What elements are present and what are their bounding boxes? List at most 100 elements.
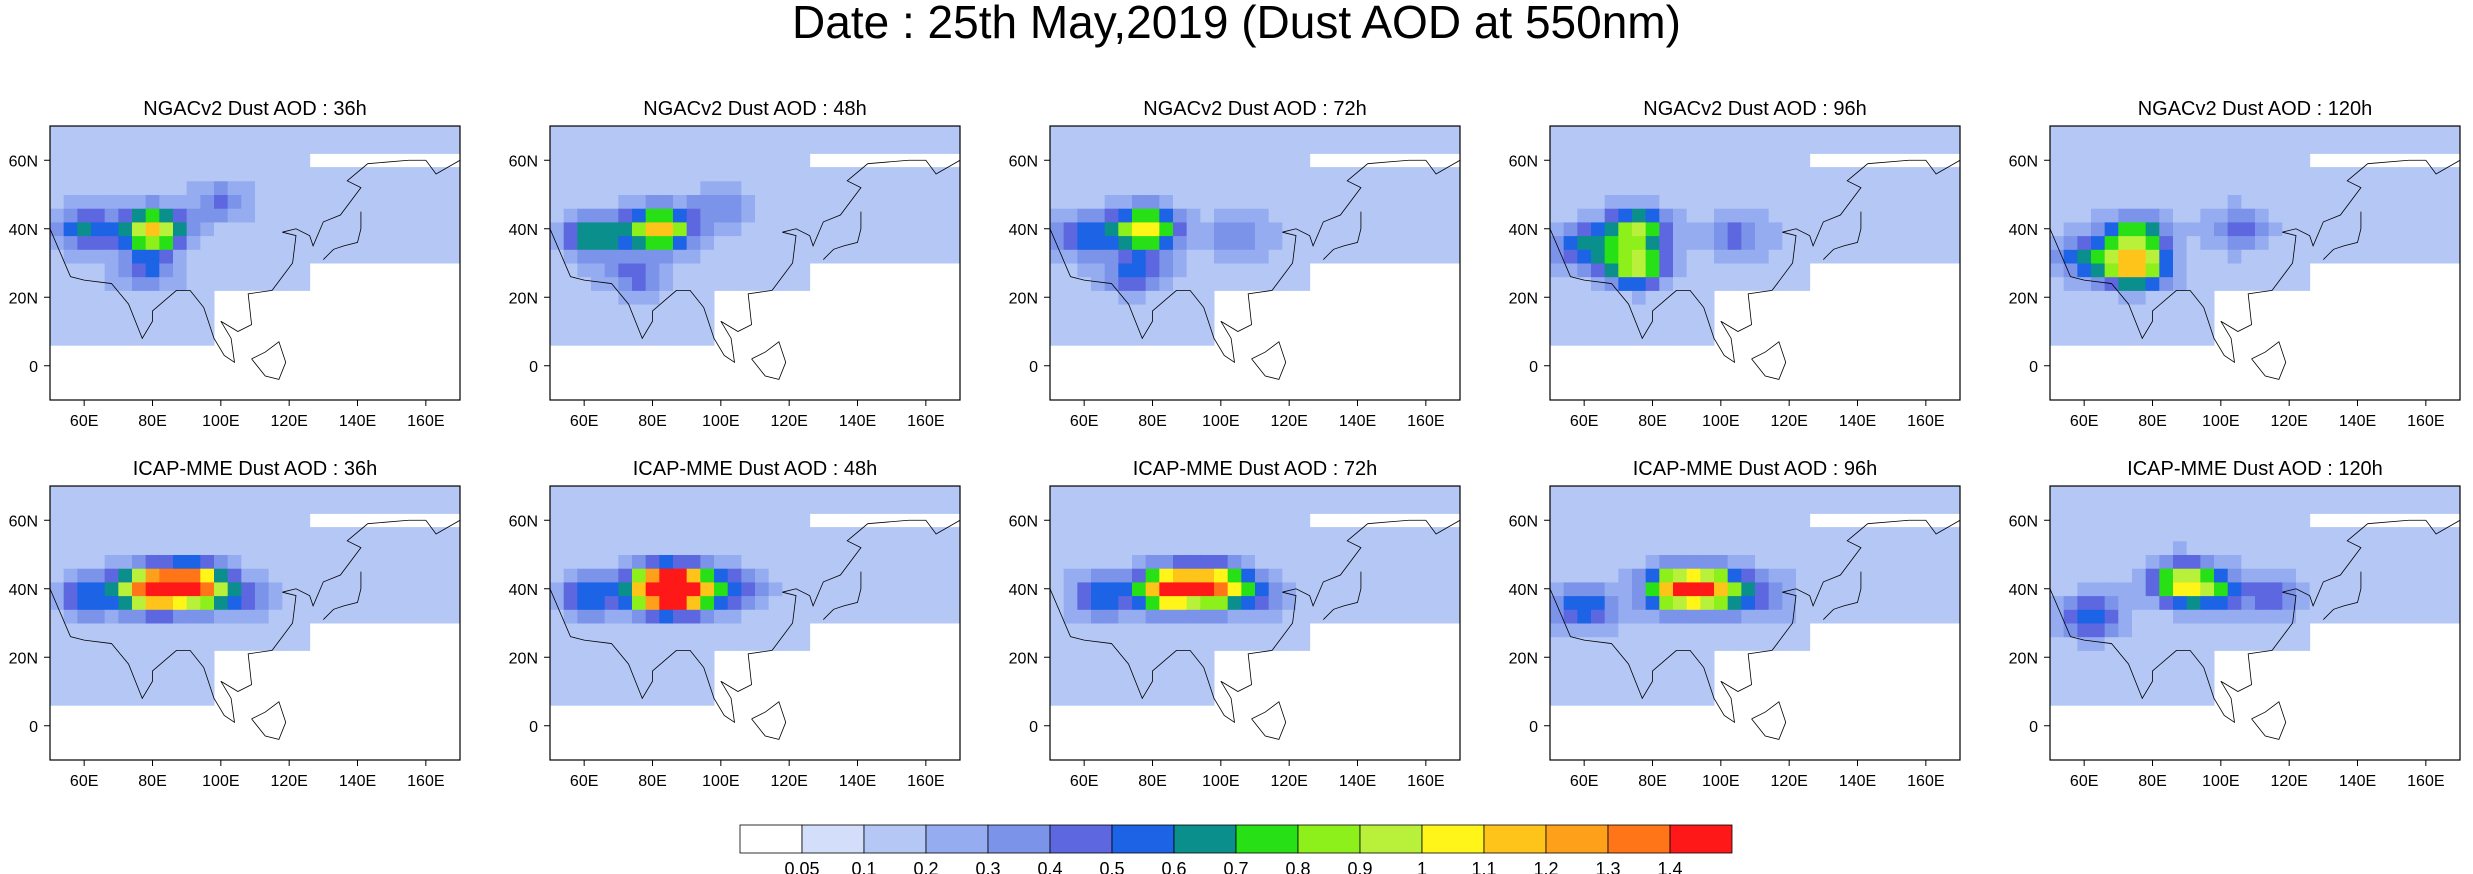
aod-cell [755,527,770,542]
aod-cell [77,139,92,154]
aod-cell [1309,194,1324,209]
aod-cell [214,636,229,651]
aod-cell [2350,194,2365,209]
aod-cell [378,486,393,501]
aod-cell [268,581,283,597]
aod-cell [2296,167,2311,182]
aod-cell [118,235,133,250]
aod-cell [1741,208,1756,223]
aod-cell [1091,527,1106,542]
aod-cell [2063,276,2078,291]
aod-cell [2104,249,2119,264]
aod-cell [145,513,160,528]
aod-cell [1563,126,1578,141]
aod-cell [241,126,256,141]
aod-cell [104,581,119,597]
aod-cell [241,486,256,501]
aod-cell [1432,581,1447,597]
aod-cell [296,636,311,651]
aod-cell [2350,568,2365,583]
aod-cell [2255,249,2270,264]
aod-cell [1768,235,1783,250]
aod-cell [1159,276,1174,291]
aod-cell [1118,167,1133,182]
aod-cell [577,513,592,528]
aod-cell [1118,486,1133,501]
aod-cell [782,540,797,555]
aod-cell [1768,527,1783,542]
aod-cell [1714,568,1729,583]
aod-cell [2118,664,2133,679]
aod-cell [1755,527,1770,542]
aod-cell [1309,139,1324,154]
aod-cell [159,554,174,569]
aod-cell [282,513,297,528]
aod-cell [2063,636,2078,651]
y-tick-label: 40N [9,582,38,599]
aod-cell [1323,126,1338,141]
aod-cell [1946,609,1960,624]
aod-cell [186,609,201,624]
aod-cell [1378,486,1393,501]
aod-cell [2050,636,2065,651]
aod-cell [1645,568,1660,583]
aod-cell [364,180,379,195]
aod-cell [268,554,283,569]
aod-cell [1768,513,1783,528]
aod-cell [2405,486,2420,501]
aod-cell [809,581,824,597]
aod-cell [91,290,106,305]
aod-cell [1200,609,1215,624]
aod-cell [1173,540,1188,555]
panel-title: ICAP-MME Dust AOD : 72h [1133,458,1378,480]
aod-cell [755,139,770,154]
aod-cell [1700,581,1715,597]
aod-cell [837,167,852,182]
aod-cell [1159,691,1174,706]
aod-cell [2132,221,2147,237]
aod-cell [1186,153,1201,168]
aod-cell [1118,513,1133,528]
aod-cell [2350,180,2365,195]
aod-cell [919,540,934,555]
aod-cell [2323,499,2338,514]
coastline-japan [2323,571,2362,620]
aod-cell [1323,139,1338,154]
aod-cell [823,139,838,154]
aod-cell [200,126,215,141]
aod-cell [1337,194,1352,209]
aod-cell [1714,276,1729,291]
aod-cell [2323,581,2338,597]
aod-cell [1755,540,1770,555]
aod-cell [214,623,229,638]
aod-cell [2241,609,2256,624]
aod-cell [618,691,633,706]
aod-cell [1563,276,1578,291]
aod-cell [1618,595,1633,610]
aod-cell [1309,180,1324,195]
aod-cell [2391,486,2406,501]
aod-cell [659,221,674,237]
aod-cell [282,623,297,638]
aod-cell [686,194,701,209]
aod-cell [1186,540,1201,555]
aod-cell [2159,623,2174,638]
aod-cell [686,623,701,638]
aod-cell [268,513,283,528]
aod-cell [1809,167,1824,182]
aod-cell [1063,609,1078,624]
aod-cell [2077,568,2092,583]
aod-cell [1419,126,1434,141]
aod-cell [2063,153,2078,168]
aod-cell [1405,486,1420,501]
aod-cell [1659,554,1674,569]
aod-cell [1268,499,1283,514]
aod-cell [1350,527,1365,542]
aod-cell [2323,527,2338,542]
aod-cell [2255,595,2270,610]
aod-cell [632,304,647,319]
aod-cell [1323,499,1338,514]
aod-cell [432,126,447,141]
aod-cell [159,664,174,679]
aod-cell [1891,235,1906,250]
